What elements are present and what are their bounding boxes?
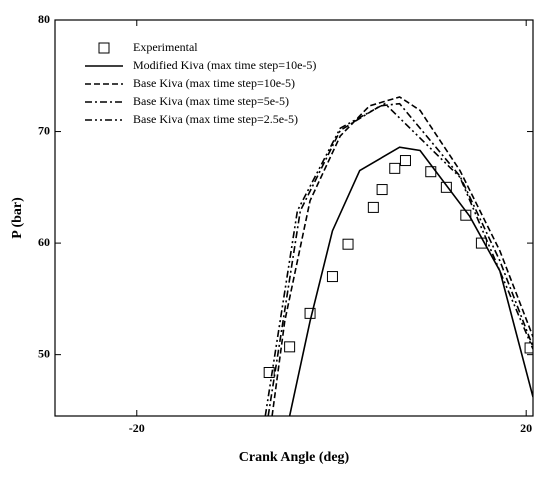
marker [284, 341, 296, 353]
y-tick-label: 60 [38, 235, 50, 249]
legend-marker [98, 42, 110, 54]
marker [399, 155, 411, 167]
plot-frame [54, 19, 534, 417]
legend-label: Base Kiva (max time step=2.5e-5) [133, 112, 298, 126]
y-tick-label: 50 [38, 346, 50, 360]
legend-label: Modified Kiva (max time step=10e-5) [133, 58, 316, 72]
y-axis-label: P (bar) [10, 197, 25, 239]
y-tick-label: 80 [38, 12, 50, 26]
x-tick-label: 20 [520, 421, 532, 435]
marker [326, 271, 338, 283]
series-line [271, 96, 533, 416]
marker [342, 238, 354, 250]
legend-label: Experimental [133, 40, 198, 54]
series-line [264, 102, 533, 416]
marker [440, 181, 452, 193]
y-tick-label: 70 [38, 123, 50, 137]
x-tick-label: -20 [129, 421, 145, 435]
series-line [267, 102, 533, 416]
marker [376, 184, 388, 196]
marker [367, 201, 379, 213]
marker [389, 162, 401, 174]
legend-label: Base Kiva (max time step=10e-5) [133, 76, 295, 90]
x-axis-label: Crank Angle (deg) [239, 450, 350, 465]
plot-area [263, 96, 533, 416]
legend-label: Base Kiva (max time step=5e-5) [133, 94, 289, 108]
marker [263, 366, 275, 378]
series-line [288, 146, 533, 416]
